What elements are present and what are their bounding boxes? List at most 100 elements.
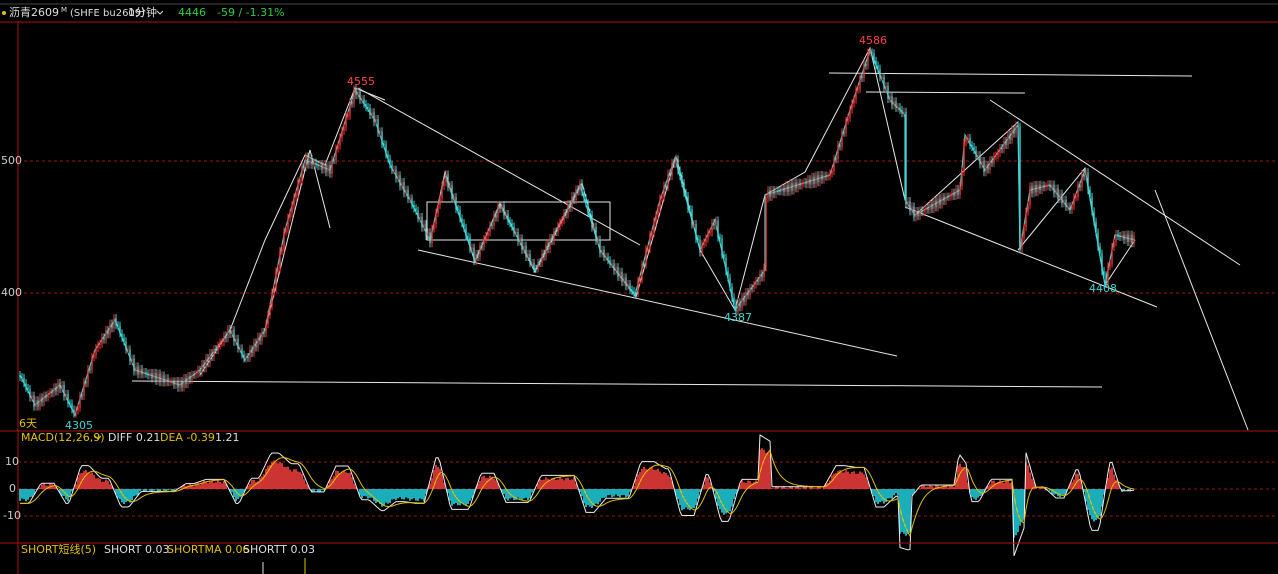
macd-title[interactable]: MACD(12,26,9) — [21, 431, 105, 444]
macd-bar — [235, 489, 237, 502]
macd-bar — [661, 473, 663, 489]
candle-body — [943, 197, 945, 201]
macd-bar — [243, 489, 245, 493]
candle-body — [761, 273, 763, 278]
candle-body — [1081, 174, 1083, 188]
macd-bar — [837, 471, 839, 489]
candle-body — [823, 175, 825, 180]
macd-bar — [863, 474, 865, 489]
dea-line — [20, 449, 1135, 538]
macd-bar — [45, 485, 47, 489]
macd-bar — [887, 489, 889, 499]
candle-body — [275, 271, 277, 288]
candle-body — [427, 232, 429, 236]
candle-body — [591, 214, 593, 228]
macd-bar — [931, 485, 933, 489]
macd-bar — [337, 470, 339, 489]
macd-bar — [517, 489, 519, 498]
candle-body — [739, 302, 741, 308]
candle-body — [401, 182, 403, 187]
macd-bar — [991, 480, 993, 489]
macd-bar — [197, 482, 199, 489]
macd-bar — [293, 469, 295, 489]
macd-bar — [361, 489, 363, 499]
candle-body — [945, 196, 947, 201]
macd-bar — [501, 489, 503, 493]
macd-bar — [777, 486, 779, 489]
macd-bar — [831, 475, 833, 489]
macd-bar — [469, 489, 471, 501]
period[interactable]: 1分钟 — [128, 5, 157, 19]
candle-body — [315, 162, 317, 165]
macd-bar — [521, 489, 523, 501]
candle-body — [887, 86, 889, 99]
candle-body — [681, 175, 683, 184]
macd-bar — [967, 482, 969, 489]
macd-bar — [119, 489, 121, 500]
candle-body — [723, 254, 725, 258]
macd-bar — [947, 487, 949, 489]
candle-body — [393, 169, 395, 171]
candle-body — [309, 159, 311, 165]
macd-bar — [699, 489, 701, 493]
candle-body — [447, 174, 449, 188]
macd-bar — [121, 489, 123, 503]
macd-bar — [437, 467, 439, 489]
candle-body — [193, 374, 195, 376]
macd-bar — [363, 489, 365, 496]
dropdown-icon[interactable] — [94, 435, 102, 440]
candle-body — [1009, 134, 1011, 140]
macd-bar — [635, 479, 637, 489]
macd-bar — [1015, 489, 1017, 536]
macd-bar — [137, 489, 139, 496]
dropdown-icon[interactable] — [156, 10, 164, 15]
macd-bar — [505, 489, 507, 499]
macd-bar — [759, 449, 761, 489]
candle-body — [1077, 185, 1079, 197]
shortt-value: SHORTT 0.03 — [243, 543, 315, 556]
candle-body — [669, 173, 671, 176]
candle-body — [103, 337, 105, 340]
candle-body — [53, 387, 55, 394]
candle-body — [213, 348, 215, 358]
macd-bar — [155, 489, 157, 490]
candle-body — [981, 161, 983, 165]
macd-bar — [533, 489, 535, 491]
candle-body — [807, 179, 809, 185]
candle-body — [985, 164, 987, 173]
candle-body — [905, 111, 907, 205]
macd-bar — [61, 489, 63, 496]
candle-body — [375, 119, 377, 123]
candle-body — [637, 280, 639, 294]
candle-body — [819, 175, 821, 183]
macd-bar — [935, 485, 937, 489]
candle-body — [147, 373, 149, 376]
candle-body — [257, 336, 259, 348]
candle-body — [183, 378, 185, 388]
candle-body — [47, 394, 49, 398]
macd-bar — [977, 489, 979, 498]
macd-bar — [347, 472, 349, 489]
candle-body — [327, 165, 329, 173]
short-title[interactable]: SHORT短线(5) — [21, 542, 96, 556]
candle-body — [221, 342, 223, 344]
macd-bar — [987, 486, 989, 489]
candle-body — [729, 277, 731, 288]
candle-body — [51, 392, 53, 394]
macd-bar — [621, 489, 623, 496]
macd-bar — [1029, 472, 1031, 489]
candle-body — [145, 372, 147, 374]
candle-body — [83, 381, 85, 396]
candle-body — [783, 187, 785, 192]
candle-body — [1023, 227, 1025, 238]
macd-bar — [255, 482, 257, 489]
candle-body — [749, 288, 751, 296]
candle-body — [935, 200, 937, 208]
candle-body — [917, 211, 919, 217]
macd-bar — [811, 485, 813, 489]
candle-body — [533, 262, 535, 269]
macd-bar — [299, 472, 301, 489]
macd-bar — [725, 489, 727, 514]
candle-body — [865, 64, 867, 66]
macd-bar — [365, 489, 367, 497]
